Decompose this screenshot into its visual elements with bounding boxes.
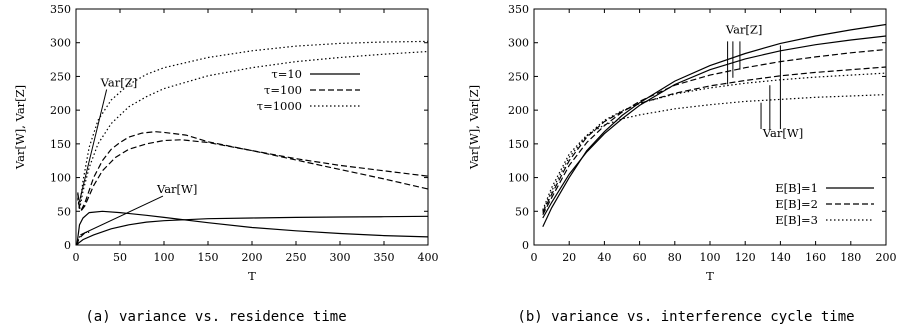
series-line-solid-1 — [542, 35, 886, 219]
y-tick-label: 50 — [57, 205, 71, 218]
chart-a: 0 50 100 150 200 250 300 350 0 50 100 150 200 250 300 3… — [13, 3, 439, 325]
x-tick-label: 250 — [286, 251, 307, 264]
series-line-solid-0 — [76, 210, 428, 245]
y-tick-label: 100 — [50, 172, 71, 185]
plot-frame — [533, 8, 887, 246]
figure-caption: (b) variance vs. interference cycle time — [517, 309, 854, 325]
y-tick-label: 350 — [508, 3, 529, 16]
legend-label: τ=10 — [271, 67, 302, 81]
y-axis-label: Var[W], Var[Z] — [467, 85, 481, 170]
x-tick-label: 350 — [374, 251, 395, 264]
chart-b: 0 50 100 150 200 250 300 350 0 20 40 60 80 100 120 140 1… — [467, 3, 897, 325]
x-tick-label: 160 — [805, 251, 826, 264]
x-tick-label: 100 — [700, 251, 721, 264]
series-group — [76, 40, 428, 245]
y-tick-label: 0 — [522, 239, 529, 252]
series-line-dashed-3 — [77, 139, 428, 212]
x-tick-label: 300 — [330, 251, 351, 264]
y-tick-label: 150 — [50, 138, 71, 151]
series-line-dotted-4 — [542, 72, 886, 212]
x-tick-label: 120 — [735, 251, 756, 264]
series-line-solid-0 — [542, 23, 886, 228]
annotation-label: Var[W] — [156, 182, 197, 196]
annotation-leader — [78, 89, 108, 205]
legend-label: E[B]=1 — [775, 181, 818, 195]
x-tick-label: 140 — [770, 251, 791, 264]
y-tick-label: 250 — [50, 70, 71, 83]
series-line-dotted-6 — [77, 50, 428, 211]
y-tick-label: 100 — [508, 172, 529, 185]
x-tick-label: 60 — [633, 251, 647, 264]
annotation-label: Var[W] — [762, 126, 803, 140]
series-line-dashed-2 — [77, 131, 428, 211]
y-axis-label: Var[W], Var[Z] — [13, 85, 27, 170]
annotation-label: Var[Z] — [100, 76, 138, 90]
legend-label: τ=100 — [264, 83, 302, 97]
y-tick-label: 150 — [508, 138, 529, 151]
x-tick-label: 100 — [154, 251, 175, 264]
series-line-dotted-5 — [77, 40, 428, 208]
x-tick-label: 80 — [668, 251, 682, 264]
x-tick-label: 20 — [562, 251, 576, 264]
y-tick-label: 200 — [508, 104, 529, 117]
series-group — [542, 23, 886, 228]
series-line-dashed-2 — [542, 48, 886, 215]
x-tick-label: 400 — [418, 251, 439, 264]
y-tick-label: 250 — [508, 70, 529, 83]
y-tick-label: 200 — [50, 104, 71, 117]
legend-label: E[B]=3 — [775, 213, 818, 227]
figure-caption: (a) variance vs. residence time — [85, 309, 346, 325]
x-tick-label: 40 — [597, 251, 611, 264]
plot-frame — [75, 8, 429, 246]
legend-label: τ=1000 — [257, 99, 302, 113]
x-tick-label: 200 — [242, 251, 263, 264]
y-tick-label: 300 — [50, 37, 71, 50]
tick-labels: 0 50 100 150 200 250 300 350 0 50 100 150 200 250 300 3… — [50, 3, 439, 264]
series-line-solid-1 — [76, 215, 428, 245]
legend-label: E[B]=2 — [775, 197, 818, 211]
x-tick-label: 180 — [840, 251, 861, 264]
y-tick-label: 300 — [508, 37, 529, 50]
x-axis-label: T — [706, 269, 714, 283]
x-tick-label: 0 — [73, 251, 80, 264]
series-line-dotted-5 — [542, 94, 886, 211]
series-line-dashed-4 — [76, 231, 90, 245]
tick-labels: 0 50 100 150 200 250 300 350 0 20 40 60 80 100 120 140 1… — [508, 3, 897, 264]
legend: τ=10 τ=100 τ=1000 — [257, 67, 360, 113]
x-tick-label: 150 — [198, 251, 219, 264]
y-tick-label: 0 — [64, 239, 71, 252]
x-tick-label: 0 — [531, 251, 538, 264]
series-line-dashed-3 — [542, 66, 886, 213]
y-tick-label: 350 — [50, 3, 71, 16]
x-axis-label: T — [248, 269, 256, 283]
annotation-label: Var[Z] — [725, 22, 763, 36]
x-tick-label: 50 — [113, 251, 127, 264]
legend: E[B]=1 E[B]=2 E[B]=3 — [775, 181, 874, 227]
annotation-leader — [80, 195, 164, 236]
y-tick-label: 50 — [515, 205, 529, 218]
x-tick-label: 200 — [876, 251, 897, 264]
